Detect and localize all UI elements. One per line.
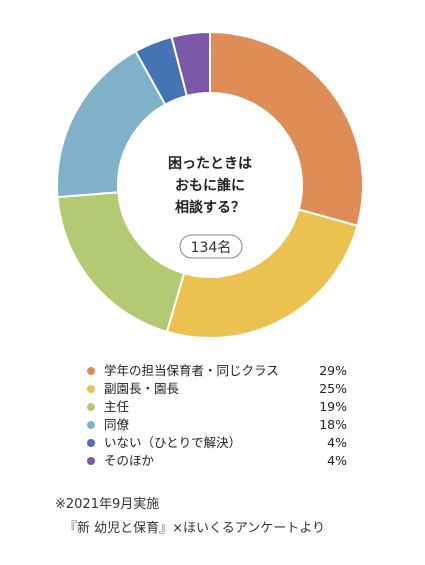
survey-source: 『新 幼児と保育』×ほいくるアンケートより — [64, 521, 325, 536]
legend-value: 18% — [319, 417, 347, 432]
legend-item: 副園長・園長 25% — [87, 380, 347, 398]
legend-item: 学年の担当保育者・同じクラス 29% — [87, 362, 347, 380]
legend-marker — [87, 421, 95, 429]
legend-label: 副園長・園長 — [104, 381, 180, 396]
legend-value: 29% — [319, 363, 347, 378]
legend-marker — [87, 367, 95, 375]
legend-label: いない（ひとりで解決） — [104, 435, 242, 450]
chart-center-title-line-1: 困ったときは — [168, 156, 252, 172]
legend-marker — [87, 385, 95, 393]
legend-value: 4% — [327, 435, 347, 450]
donut-slice-1 — [209, 30, 364, 228]
legend-value: 19% — [319, 399, 347, 414]
legend-value: 4% — [327, 453, 347, 468]
total-badge-label: 134名 — [191, 240, 232, 256]
legend-item: 主任 19% — [87, 398, 347, 416]
chart-center-title-line-3: 相談する？ — [175, 199, 245, 216]
donut-slice-2 — [165, 208, 359, 339]
legend-label: そのほか — [104, 453, 155, 468]
donut-slice-6 — [170, 30, 211, 98]
legend-value: 25% — [319, 381, 347, 396]
legend-label: 学年の担当保育者・同じクラス — [104, 363, 279, 378]
total-badge — [179, 234, 243, 259]
chart-center-title-line-2: おもに誰に — [175, 177, 245, 194]
legend-item: 同僚 18% — [87, 416, 347, 434]
donut-chart: 困ったときは おもに誰に 相談する？ 134名 — [56, 30, 364, 339]
legend-marker — [87, 439, 95, 447]
donut-slices — [56, 30, 364, 339]
legend-label: 同僚 — [104, 417, 130, 432]
legend-marker — [87, 403, 95, 411]
legend-marker — [87, 457, 95, 465]
chart-legend: 学年の担当保育者・同じクラス 29% 副園長・園長 25% 主任 19% 同僚 18% いない（… — [87, 362, 347, 470]
donut-slice-3 — [56, 191, 186, 334]
legend-item: そのほか 4% — [87, 452, 347, 470]
legend-label: 主任 — [104, 399, 130, 414]
survey-date: ※2021年9月実施 — [55, 497, 160, 512]
legend-item: いない（ひとりで解決） 4% — [87, 434, 347, 452]
